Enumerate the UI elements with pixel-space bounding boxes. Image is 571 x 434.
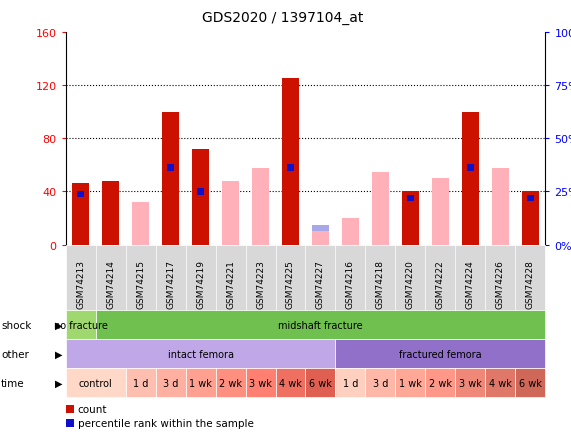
Text: 4 wk: 4 wk — [489, 378, 512, 388]
Bar — [287, 165, 294, 171]
Bar — [282, 79, 299, 245]
Text: GSM74218: GSM74218 — [376, 259, 385, 308]
Text: 6 wk: 6 wk — [519, 378, 542, 388]
Text: value, Detection Call = ABSENT: value, Detection Call = ABSENT — [78, 433, 243, 434]
Text: 3 d: 3 d — [163, 378, 178, 388]
Text: GSM74214: GSM74214 — [106, 260, 115, 308]
Text: 1 wk: 1 wk — [189, 378, 212, 388]
Bar — [102, 181, 119, 245]
Text: ▶: ▶ — [55, 349, 63, 359]
Bar — [132, 203, 149, 245]
Text: GSM74228: GSM74228 — [526, 260, 535, 308]
Text: ▶: ▶ — [55, 320, 63, 330]
Text: 4 wk: 4 wk — [279, 378, 302, 388]
Bar — [222, 181, 239, 245]
Text: shock: shock — [1, 320, 31, 330]
Text: 3 wk: 3 wk — [459, 378, 482, 388]
Bar — [407, 195, 414, 202]
Text: 2 wk: 2 wk — [429, 378, 452, 388]
Text: ▶: ▶ — [55, 378, 63, 388]
Text: time: time — [1, 378, 25, 388]
Text: GSM74213: GSM74213 — [76, 259, 85, 308]
Text: GSM74224: GSM74224 — [466, 260, 475, 308]
Text: 2 wk: 2 wk — [219, 378, 242, 388]
Text: GSM74220: GSM74220 — [406, 260, 415, 308]
Text: GSM74225: GSM74225 — [286, 260, 295, 308]
Text: fractured femora: fractured femora — [399, 349, 482, 359]
Text: percentile rank within the sample: percentile rank within the sample — [78, 418, 254, 428]
Text: 1 wk: 1 wk — [399, 378, 422, 388]
Bar — [462, 112, 478, 245]
Bar — [73, 184, 89, 245]
Text: GSM74217: GSM74217 — [166, 259, 175, 308]
Bar — [192, 149, 209, 245]
Text: GSM74222: GSM74222 — [436, 260, 445, 308]
Text: other: other — [1, 349, 29, 359]
Text: control: control — [79, 378, 112, 388]
Bar — [342, 219, 359, 245]
Text: midshaft fracture: midshaft fracture — [278, 320, 363, 330]
Text: 3 wk: 3 wk — [249, 378, 272, 388]
Text: GSM74227: GSM74227 — [316, 260, 325, 308]
Text: 1 d: 1 d — [343, 378, 358, 388]
Text: 1 d: 1 d — [133, 378, 148, 388]
Bar — [162, 112, 179, 245]
Text: GSM74221: GSM74221 — [226, 260, 235, 308]
Bar — [402, 192, 419, 245]
Text: count: count — [78, 404, 107, 414]
Bar — [252, 168, 269, 245]
Text: 6 wk: 6 wk — [309, 378, 332, 388]
Bar — [197, 189, 204, 195]
Text: GSM74216: GSM74216 — [346, 259, 355, 308]
Text: no fracture: no fracture — [54, 320, 107, 330]
Bar — [432, 179, 449, 245]
Bar — [467, 165, 474, 171]
Bar — [492, 168, 509, 245]
Text: GSM74223: GSM74223 — [256, 260, 265, 308]
Text: GSM74219: GSM74219 — [196, 259, 205, 308]
Bar — [522, 192, 538, 245]
Text: GDS2020 / 1397104_at: GDS2020 / 1397104_at — [202, 11, 363, 25]
Bar — [312, 232, 329, 245]
Bar — [526, 195, 534, 202]
Text: GSM74226: GSM74226 — [496, 260, 505, 308]
Bar — [372, 172, 389, 245]
Text: 3 d: 3 d — [373, 378, 388, 388]
Bar — [312, 225, 329, 245]
Text: intact femora: intact femora — [167, 349, 234, 359]
Bar — [167, 165, 174, 171]
Text: GSM74215: GSM74215 — [136, 259, 145, 308]
Bar — [77, 191, 85, 198]
